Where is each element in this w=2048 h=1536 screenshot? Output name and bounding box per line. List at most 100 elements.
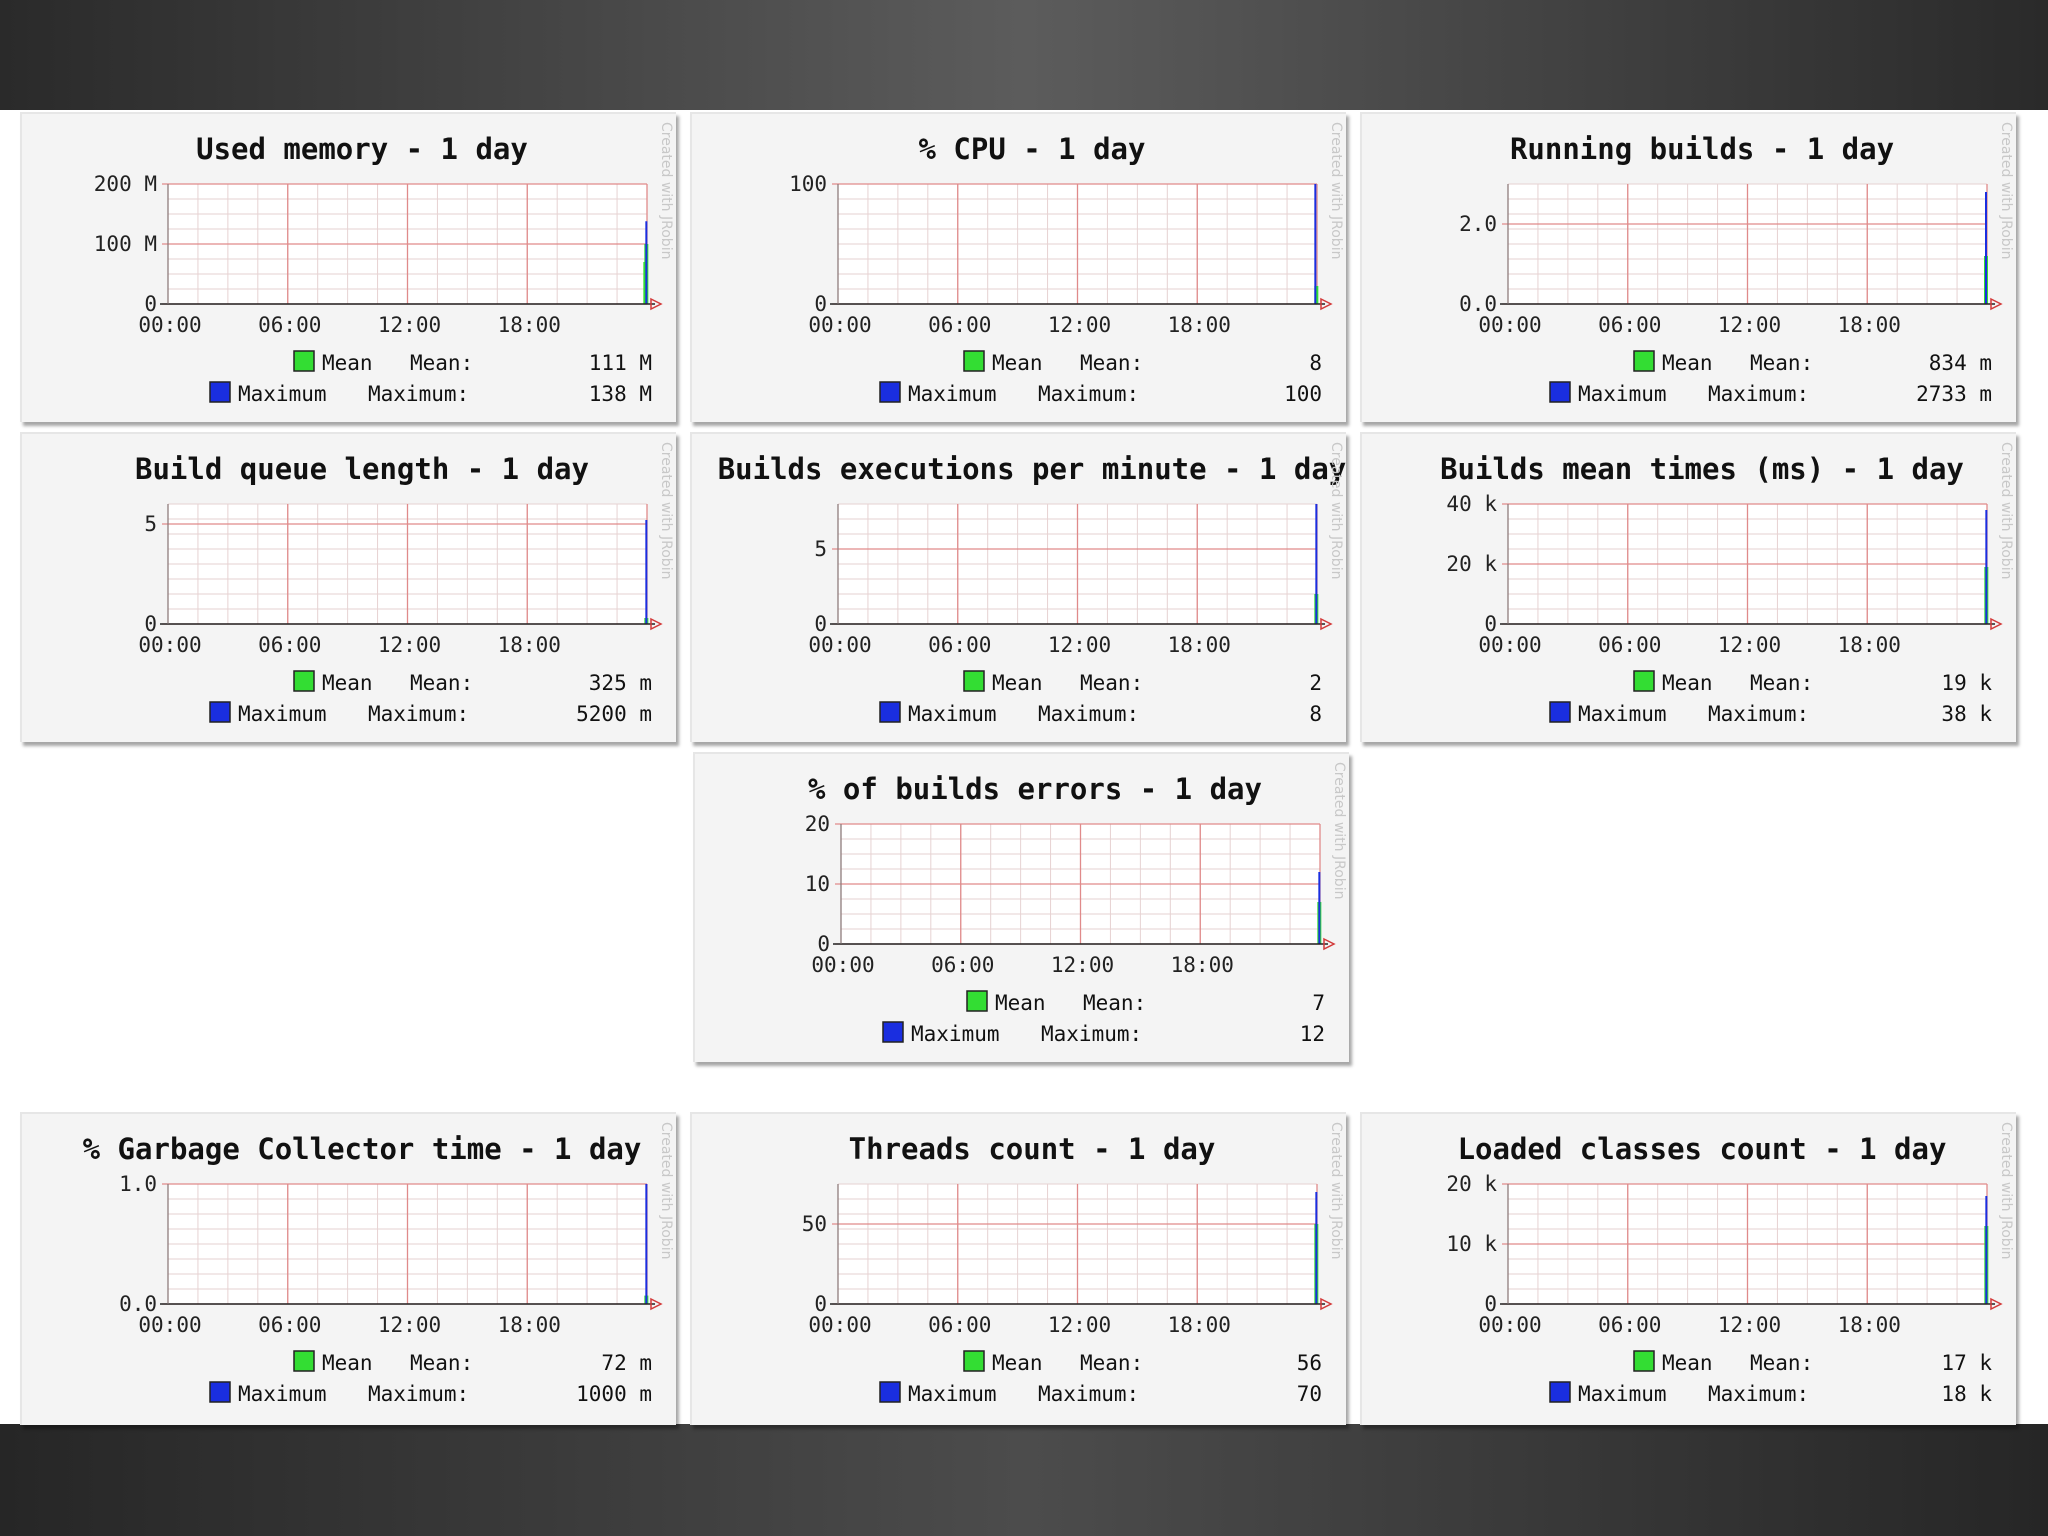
axis-arrow-icon [1323,937,1336,951]
legend-swatch [1549,381,1571,403]
x-tick-label: 12:00 [1718,633,1781,657]
legend-value: 19 k [1941,671,1992,695]
legend-swatch [1549,1381,1571,1403]
bottom-bar [0,1424,2048,1536]
legend-mean: Mean Mean: 17 k [1633,1350,1992,1375]
legend-label: Maximum [908,382,997,406]
legend-value-label: Mean: [1750,351,1813,375]
x-tick-label: 18:00 [1168,313,1231,337]
legend-mean: Mean Mean: 19 k [1633,670,1992,695]
legend-label: Maximum [911,1022,1000,1046]
y-tick-label: 200 M [94,172,157,196]
y-tick-label: 0 [817,932,830,956]
grid [1502,503,1988,625]
legend-value: 111 M [589,351,652,375]
y-tick-label: 100 M [94,232,157,256]
legend-label: Mean [322,1351,373,1375]
chart-title: % Garbage Collector time - 1 day [83,1132,642,1166]
x-tick-label: 00:00 [138,313,201,337]
watermark: Created with JRobin [1998,442,2014,579]
y-tick-label: 0 [1484,612,1497,636]
chart-title: Running builds - 1 day [1510,132,1894,166]
legend-label: Maximum [908,1382,997,1406]
legend-value-label: Mean: [1080,351,1143,375]
y-tick-label: 5 [144,512,157,536]
chart-panel-running-builds: Running builds - 1 day 00:00 06:00 12:00 18:… [1360,112,2016,422]
x-tick-label: 18:00 [1838,1313,1901,1337]
y-tick-label: 20 k [1446,1172,1497,1196]
axis-arrow-icon [650,1297,663,1311]
legend-value: 2 [1309,671,1322,695]
chart-builds-errors: % of builds errors - 1 day 00:00 06:00 12:0… [805,762,1347,1046]
legend-value-label: Mean: [1080,1351,1143,1375]
y-tick-label: 10 k [1446,1232,1497,1256]
y-tick-label: 0 [814,1292,827,1316]
axis-arrow-icon [1990,297,2003,311]
legend-value: 325 m [589,671,652,695]
legend-maximum: Maximum Maximum: 2733 m [1549,381,1992,406]
legend-value-label: Maximum: [1708,382,1809,406]
legend-value-label: Mean: [410,351,473,375]
x-tick-label: 18:00 [498,633,561,657]
legend-maximum: Maximum Maximum: 70 [879,1381,1322,1406]
legend-mean: Mean Mean: 8 [963,350,1322,375]
axis-arrow-icon [1320,297,1333,311]
legend-mean: Mean Mean: 111 M [293,350,652,375]
legend-value-label: Mean: [1750,1351,1813,1375]
legend-swatch [882,1021,904,1043]
legend-swatch [879,381,901,403]
y-tick-label: 2.0 [1459,212,1497,236]
x-tick-label: 12:00 [1051,953,1114,977]
legend-label: Mean [992,1351,1043,1375]
legend-value-label: Maximum: [1041,1022,1142,1046]
legend-swatch [209,1381,231,1403]
watermark: Created with JRobin [1328,442,1344,579]
legend-value-label: Mean: [1083,991,1146,1015]
watermark: Created with JRobin [1328,1122,1344,1259]
y-tick-label: 5 [814,537,827,561]
legend-swatch [879,1381,901,1403]
legend-maximum: Maximum Maximum: 138 M [209,381,652,406]
y-tick-label: 0 [144,292,157,316]
legend-value-label: Maximum: [1038,382,1139,406]
x-tick-label: 18:00 [1171,953,1234,977]
legend-label: Mean [992,671,1043,695]
watermark: Created with JRobin [658,1122,674,1259]
legend-value-label: Maximum: [368,382,469,406]
y-tick-label: 0 [814,612,827,636]
legend-value: 17 k [1941,1351,1992,1375]
chart-title: Build queue length - 1 day [135,452,589,486]
chart-panel-cpu: % CPU - 1 day 00:00 06:00 12:00 18:00 0 100 Mea… [690,112,1346,422]
axis-arrow-icon [1990,617,2003,631]
legend-value-label: Maximum: [1038,702,1139,726]
legend-swatch [879,701,901,723]
x-tick-label: 00:00 [1478,1313,1541,1337]
y-tick-label: 0 [1484,1292,1497,1316]
chart-threads-count: Threads count - 1 day 00:00 06:00 12:00 18:0… [802,1122,1344,1406]
x-tick-label: 06:00 [1598,313,1661,337]
chart-panel-builds-errors: % of builds errors - 1 day 00:00 06:00 12:0… [693,752,1349,1062]
legend-swatch [966,990,988,1012]
x-tick-label: 18:00 [1838,633,1901,657]
chart-panel-used-memory: Used memory - 1 day 00:00 06:00 12:00 18:00 0… [20,112,676,422]
legend-mean: Mean Mean: 56 [963,1350,1322,1375]
legend-value-label: Maximum: [1038,1382,1139,1406]
y-tick-label: 40 k [1446,492,1497,516]
legend-value-label: Mean: [1750,671,1813,695]
legend-value: 8 [1309,351,1322,375]
x-tick-label: 18:00 [1838,313,1901,337]
chart-title: Used memory - 1 day [196,132,528,166]
legend-swatch [1633,350,1655,372]
chart-panel-builds-mean-times: Builds mean times (ms) - 1 day 00:00 06:00… [1360,432,2016,742]
x-tick-label: 00:00 [808,313,871,337]
chart-title: % CPU - 1 day [919,132,1146,166]
legend-value-label: Maximum: [1708,1382,1809,1406]
legend-mean: Mean Mean: 834 m [1633,350,1992,375]
legend-maximum: Maximum Maximum: 12 [882,1021,1325,1046]
x-tick-label: 18:00 [498,313,561,337]
x-tick-label: 06:00 [928,313,991,337]
axis-arrow-icon [1320,617,1333,631]
legend-label: Mean [995,991,1046,1015]
legend-swatch [209,701,231,723]
legend-swatch [963,350,985,372]
